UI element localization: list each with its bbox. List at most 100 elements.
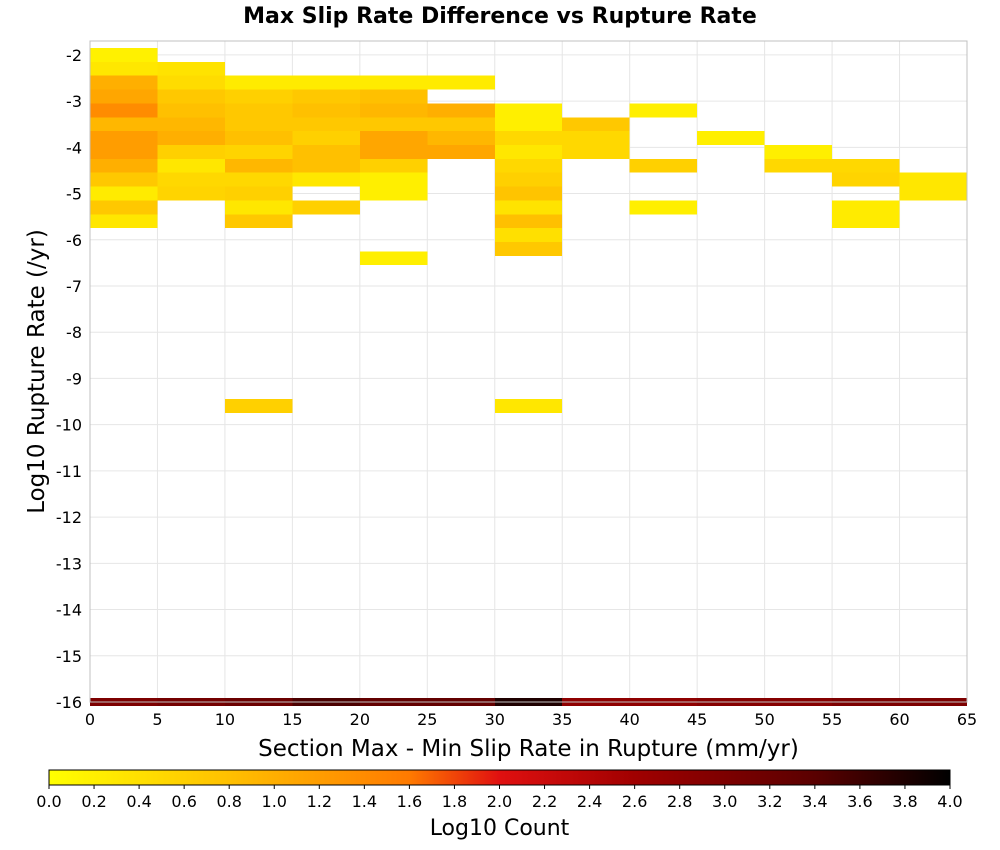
- colorbar-tick-label: 1.2: [307, 792, 332, 811]
- heatmap-cell: [90, 158, 158, 173]
- heatmap-cell: [157, 117, 225, 132]
- heatmap-cell: [90, 186, 158, 201]
- heatmap-cell: [359, 251, 428, 266]
- colorbar-tick-label: 0.8: [216, 792, 241, 811]
- heatmap-cell: [494, 131, 563, 146]
- y-tick-label: -15: [56, 647, 82, 666]
- heatmap-cell: [494, 200, 563, 215]
- heatmap-cell: [562, 131, 630, 146]
- heatmap-cell: [629, 158, 698, 173]
- heatmap-cell: [90, 75, 158, 90]
- heatmap-cell: [90, 103, 158, 118]
- heatmap-cell: [292, 200, 360, 215]
- heatmap-cell: [832, 158, 900, 173]
- colorbar-title: Log10 Count: [430, 816, 570, 841]
- colorbar-tick-label: 1.4: [352, 792, 377, 811]
- heatmap-cell: [359, 158, 428, 173]
- heatmap-cell: [832, 200, 900, 215]
- x-tick-label: 65: [957, 710, 977, 729]
- y-tick-label: -13: [56, 554, 82, 573]
- heatmap-cell: [359, 75, 428, 90]
- heatmap-cell: [494, 172, 563, 187]
- heatmap-cell: [359, 145, 428, 159]
- heatmap-cell: [224, 117, 293, 132]
- y-tick-label: -10: [56, 416, 82, 435]
- x-tick-label: 0: [85, 710, 95, 729]
- heatmap-cell: [494, 103, 563, 118]
- y-axis-title: Log10 Rupture Rate (/yr): [24, 229, 50, 514]
- heatmap-cell: [899, 172, 967, 187]
- x-tick-label: 45: [687, 710, 707, 729]
- colorbar-tick-label: 0.2: [81, 792, 106, 811]
- heatmap-cell: [90, 47, 158, 62]
- colorbar-tick-label: 1.6: [397, 792, 422, 811]
- y-tick-label: -2: [66, 46, 82, 65]
- y-tick-label: -5: [66, 185, 82, 204]
- heatmap-cell: [292, 158, 360, 173]
- heatmap-cell: [224, 214, 293, 229]
- heatmap-cell: [494, 399, 563, 414]
- y-tick-label: -12: [56, 508, 82, 527]
- heatmap-cell: [224, 103, 293, 118]
- heatmap-cell: [359, 131, 428, 146]
- heatmap-cell: [224, 399, 293, 414]
- heatmap-cell: [899, 186, 967, 201]
- heatmap-cells: [90, 47, 967, 414]
- heatmap-cell: [359, 186, 428, 201]
- colorbar-tick-label: 1.0: [262, 792, 287, 811]
- heatmap-cell: [427, 145, 495, 159]
- heatmap-cell: [292, 89, 360, 104]
- y-tick-label: -7: [66, 277, 82, 296]
- colorbar-tick-label: 0.6: [171, 792, 196, 811]
- y-tick-label: -8: [66, 323, 82, 342]
- colorbar-tick-label: 3.4: [802, 792, 827, 811]
- y-tick-label: -14: [56, 601, 82, 620]
- heatmap-cell: [292, 131, 360, 146]
- plot-border: [89, 40, 968, 703]
- heatmap-cell: [90, 145, 158, 159]
- heatmap-cell: [292, 145, 360, 159]
- x-tick-label: 25: [417, 710, 437, 729]
- y-tick-label: -6: [66, 231, 82, 250]
- y-tick-label: -11: [56, 462, 82, 481]
- heatmap-cell: [427, 131, 495, 146]
- colorbar-tick-label: 3.2: [757, 792, 782, 811]
- heatmap-cell: [157, 61, 225, 76]
- heatmap-cell: [359, 117, 428, 132]
- heatmap-cell: [494, 228, 563, 243]
- heatmap-cell: [90, 89, 158, 104]
- heatmap-cell: [157, 75, 225, 90]
- heatmap-cell: [494, 117, 563, 132]
- heatmap-cell: [224, 200, 293, 215]
- heatmap-cell: [629, 103, 698, 118]
- heatmap-cell: [157, 158, 225, 173]
- x-axis-title: Section Max - Min Slip Rate in Rupture (…: [258, 736, 799, 762]
- colorbar-tick-label: 3.6: [847, 792, 872, 811]
- heatmap-cell: [224, 131, 293, 146]
- colorbar-tick-label: 3.8: [892, 792, 917, 811]
- heatmap-cell: [494, 214, 563, 229]
- heatmap-cell: [90, 61, 158, 76]
- heatmap-cell: [697, 131, 765, 146]
- colorbar-tick-labels: 0.0 0.2 0.4 0.6 0.8 1.0 1.2 1.4 1.6 1.8 2.0 2.2 2.4 2…: [36, 785, 963, 811]
- heatmap-cell: [292, 103, 360, 118]
- x-tick-label: 15: [282, 710, 302, 729]
- heatmap-cell: [832, 214, 900, 229]
- heatmap-cell: [764, 158, 833, 173]
- heatmap-cell: [90, 200, 158, 215]
- y-tick-label: -3: [66, 92, 82, 111]
- x-tick-label: 40: [620, 710, 640, 729]
- colorbar-tick-label: 2.8: [667, 792, 692, 811]
- colorbar-tick-label: 2.6: [622, 792, 647, 811]
- x-tick-labels: 0 5 10 15 20 25 30 35 40 45 50 55 60 65: [85, 710, 977, 729]
- colorbar-tick-label: 2.2: [532, 792, 557, 811]
- colorbar: [48, 769, 951, 786]
- heatmap-cell: [157, 186, 225, 201]
- heatmap-cell: [359, 172, 428, 187]
- heatmap-cell: [224, 186, 293, 201]
- heatmap-cell: [90, 214, 158, 229]
- heatmap-cell: [292, 117, 360, 132]
- heatmap-cell: [224, 75, 293, 90]
- heatmap-cell: [427, 103, 495, 118]
- heatmap-cell: [562, 145, 630, 159]
